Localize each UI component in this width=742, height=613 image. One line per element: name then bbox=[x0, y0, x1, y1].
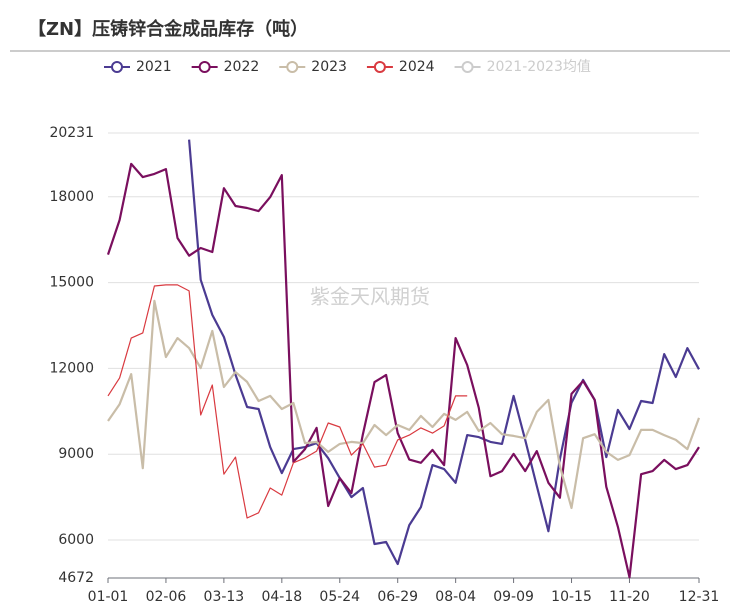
legend-label[interactable]: 2023 bbox=[311, 59, 347, 75]
legend-label[interactable]: 2022 bbox=[224, 59, 260, 75]
legend-icon[interactable] bbox=[198, 61, 211, 73]
legend-icon[interactable] bbox=[111, 61, 123, 73]
legend-icon[interactable] bbox=[373, 61, 386, 73]
x-tick-label: 11-20 bbox=[609, 589, 650, 605]
y-tick-label: 18000 bbox=[49, 189, 94, 205]
legend-icon[interactable] bbox=[461, 61, 474, 73]
legend-label[interactable]: 2021-2023均值 bbox=[487, 59, 591, 75]
x-tick-label: 09-09 bbox=[493, 589, 534, 605]
x-tick-label: 12-31 bbox=[679, 589, 720, 605]
y-tick-label: 9000 bbox=[58, 446, 94, 462]
legend-label[interactable]: 2024 bbox=[399, 59, 435, 75]
x-tick-label: 05-24 bbox=[319, 589, 360, 605]
y-tick-label: 4672 bbox=[58, 570, 94, 586]
x-tick-label: 08-04 bbox=[435, 589, 476, 605]
x-tick-label: 04-18 bbox=[261, 589, 302, 605]
x-tick-label: 10-15 bbox=[551, 589, 592, 605]
series-line bbox=[107, 299, 701, 510]
series-line bbox=[188, 139, 700, 566]
x-tick-label: 06-29 bbox=[377, 589, 418, 605]
x-tick-label: 02-06 bbox=[146, 589, 187, 605]
y-tick-label: 15000 bbox=[49, 275, 94, 291]
y-tick-label: 20231 bbox=[49, 125, 94, 141]
x-tick-label: 03-13 bbox=[204, 589, 245, 605]
legend-icon[interactable] bbox=[286, 61, 299, 73]
y-tick-label: 12000 bbox=[49, 360, 94, 376]
legend-label[interactable]: 2021 bbox=[136, 59, 172, 75]
watermark: 紫金天风期货 bbox=[310, 285, 430, 309]
x-tick-label: 01-01 bbox=[88, 589, 129, 605]
chart-title: 【ZN】压铸锌合金成品库存（吨） bbox=[28, 18, 308, 40]
y-tick-label: 6000 bbox=[58, 532, 94, 548]
series-line bbox=[107, 284, 468, 519]
